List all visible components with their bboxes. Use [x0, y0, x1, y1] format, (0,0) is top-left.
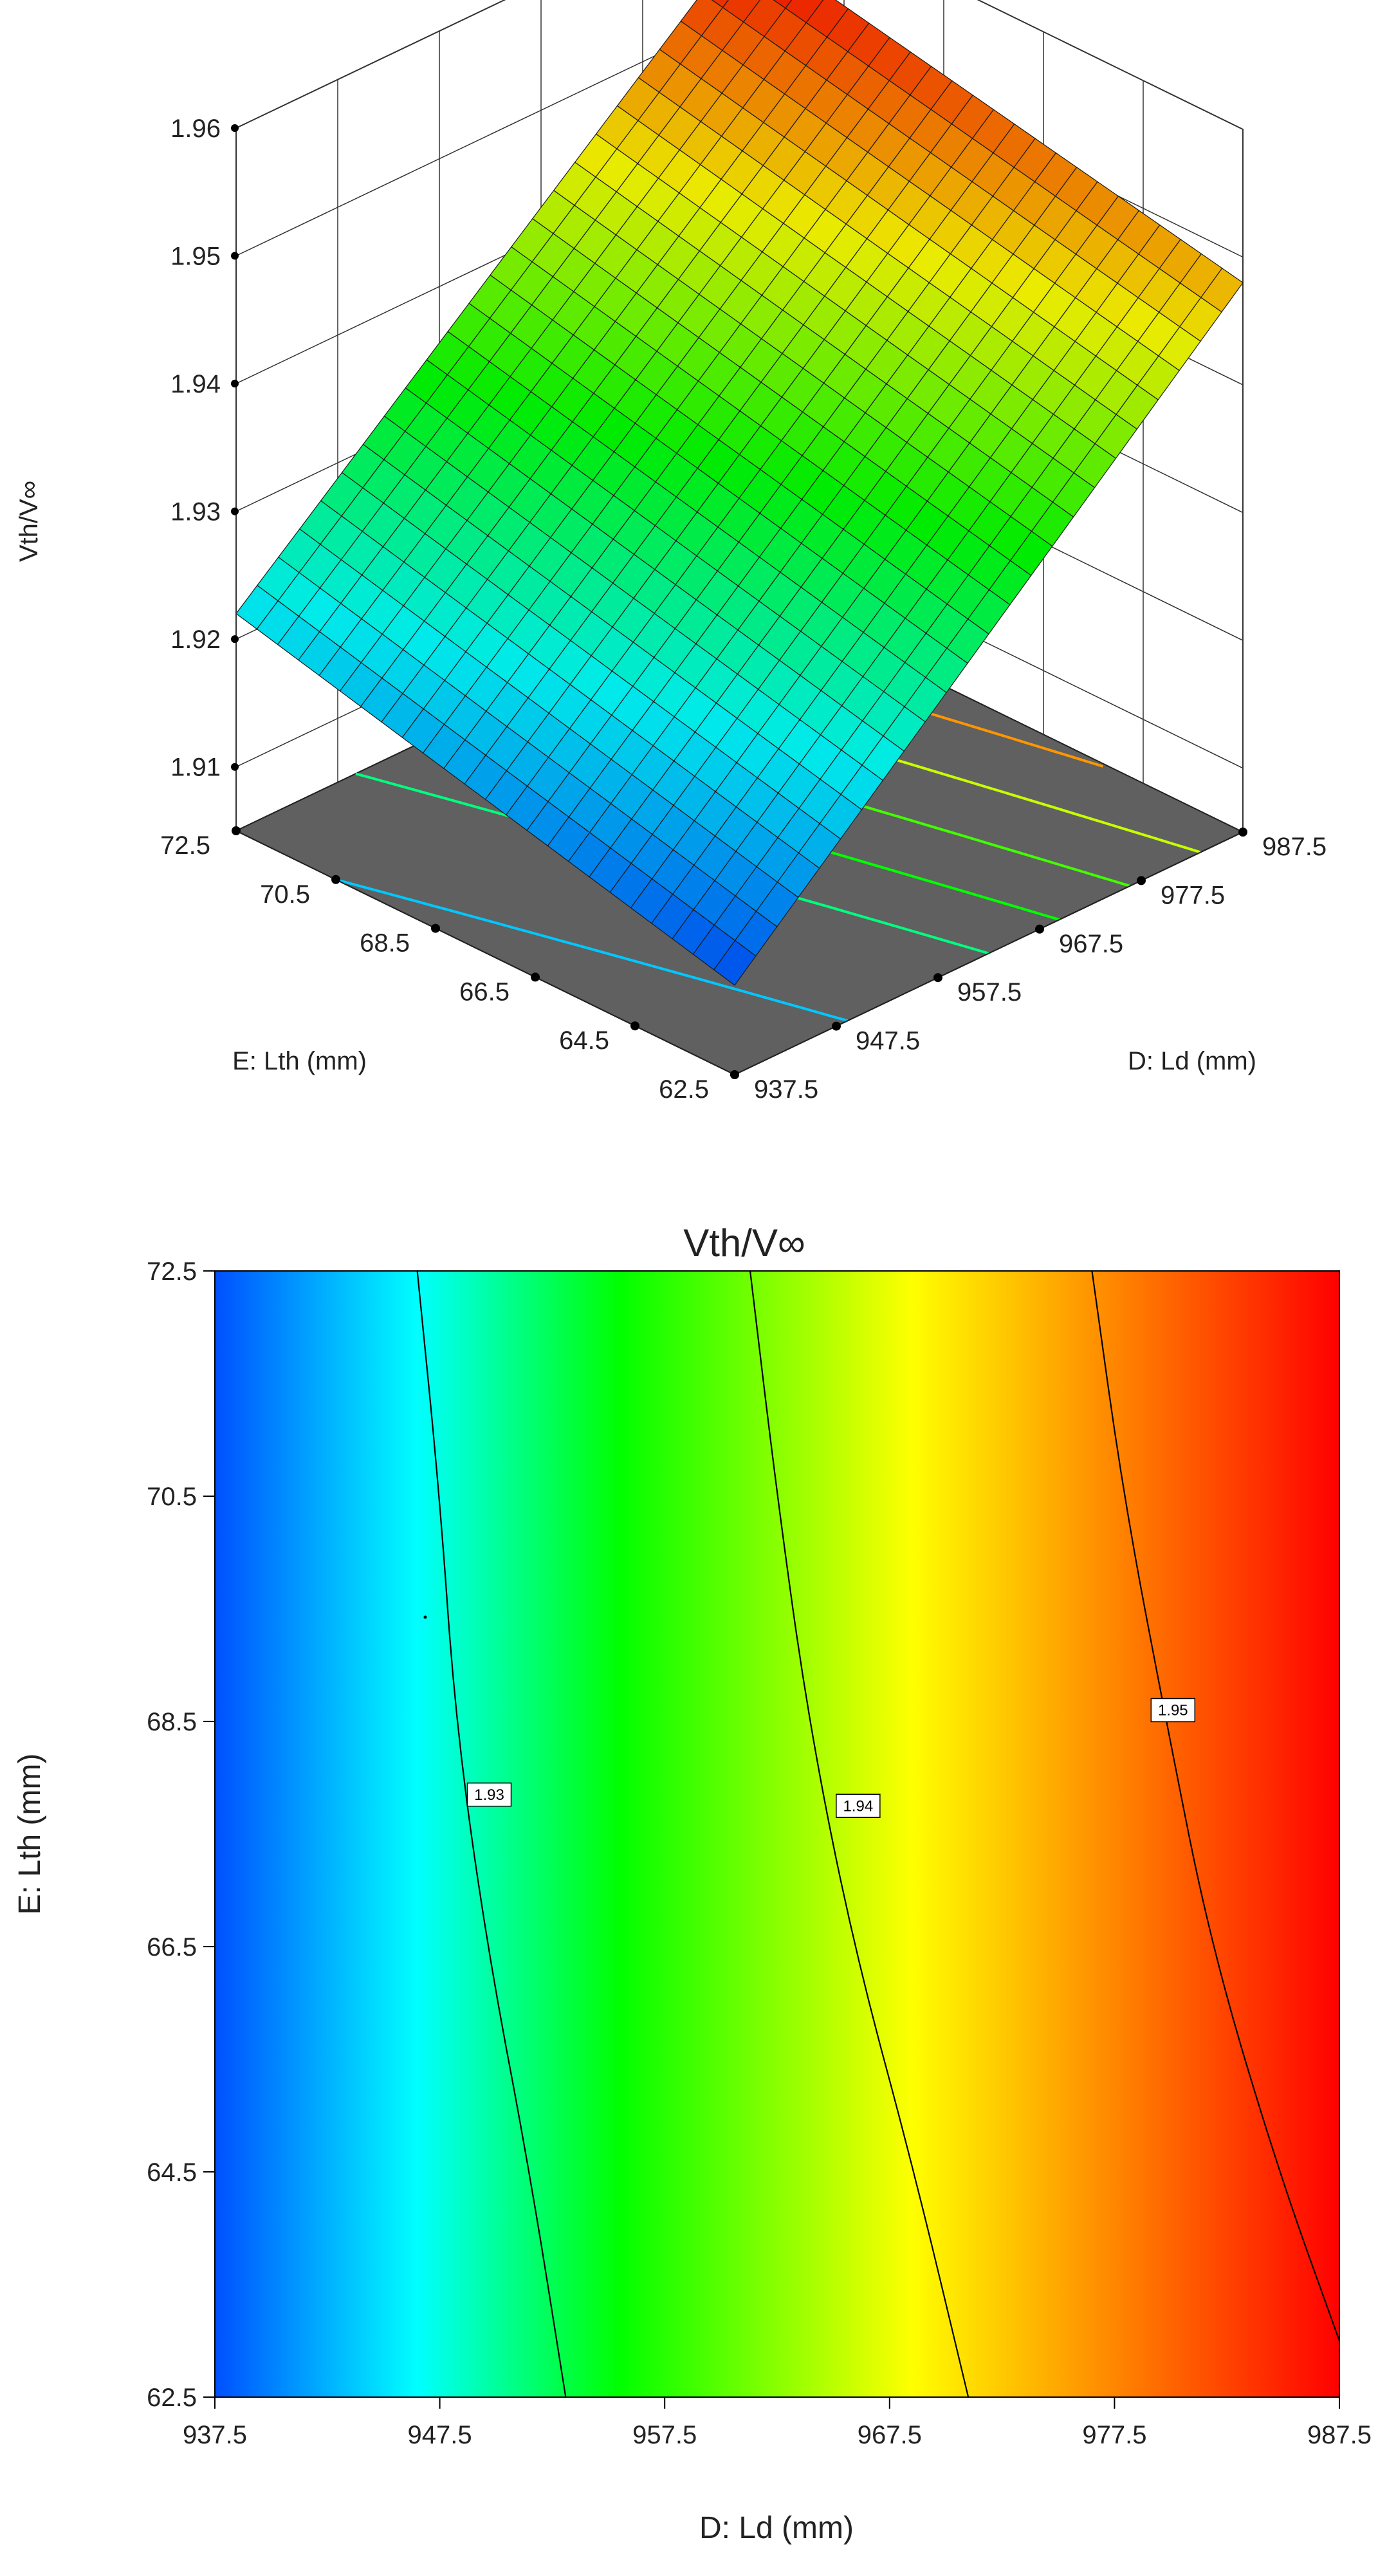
y-axis-line-3d — [235, 830, 735, 1075]
x-tick-label-3d: 967.5 — [1059, 930, 1123, 958]
x-tick-label-3d: 937.5 — [754, 1075, 818, 1104]
x-tick-label: 937.5 — [183, 2421, 247, 2449]
x-axis-label-3d: D: Ld (mm) — [1128, 1047, 1256, 1075]
y-tick-label-3d: 64.5 — [559, 1026, 609, 1055]
y-tick-label-3d: 62.5 — [659, 1075, 709, 1104]
contour-label-box — [836, 1793, 881, 1818]
y-tick-mark-3d — [630, 1021, 639, 1031]
z-axis-label: Vth/V∞ — [15, 481, 43, 562]
x-tick-mark-3d — [933, 973, 942, 983]
z-tick-label: 1.94 — [170, 370, 221, 398]
response-surface — [235, 0, 1244, 986]
z-tick-label: 1.92 — [170, 625, 221, 654]
x-tick-label: 947.5 — [408, 2421, 472, 2449]
contour-labels: 1.93 1.94 1.95 — [466, 1698, 1196, 1818]
surface-facet — [773, 0, 793, 9]
contour-line — [749, 1271, 969, 2397]
y-axis: 62.5 64.5 66.5 68.5 70.5 72.5 — [147, 1257, 215, 2412]
y-tick-mark-3d — [531, 972, 540, 982]
x-axis-line-3d — [734, 831, 1244, 1075]
x-tick-label: 957.5 — [632, 2421, 697, 2449]
x-tick-mark-3d — [1035, 924, 1044, 934]
y-axis-label: E: Lth (mm) — [13, 1754, 47, 1915]
contour-label-box — [1150, 1698, 1196, 1723]
floor-contour-line — [335, 878, 849, 1023]
y-tick-label: 66.5 — [147, 1933, 197, 1961]
y-tick-label: 64.5 — [147, 2158, 197, 2187]
z-tick-label: 1.96 — [170, 115, 221, 143]
contour-label: 1.94 — [843, 1797, 873, 1815]
surface-facet — [1200, 267, 1244, 313]
z-tick-label: 1.95 — [170, 243, 221, 271]
y-axis-3d: 62.5 64.5 66.5 68.5 70.5 72.5 — [160, 826, 739, 1104]
x-tick-label: 977.5 — [1082, 2421, 1146, 2449]
x-axis-label: D: Ld (mm) — [699, 2511, 854, 2545]
x-tick-label-3d: 977.5 — [1161, 881, 1225, 909]
z-tick-mark — [231, 507, 239, 515]
contour-fill — [215, 1271, 1339, 2397]
z-axis: 1.91 1.92 1.93 1.94 1.95 1.96 — [170, 115, 239, 831]
wall-gridline — [235, 0, 1244, 130]
x-axis: 937.5 947.5 957.5 967.5 977.5 987.5 — [183, 2397, 1372, 2449]
contour-line — [1091, 1271, 1339, 2341]
y-tick-label: 62.5 — [147, 2384, 197, 2412]
y-tick-label: 72.5 — [147, 1257, 197, 1286]
y-tick-mark-3d — [331, 875, 340, 884]
y-tick-mark-3d — [232, 826, 241, 835]
y-tick-mark-3d — [431, 923, 440, 933]
y-axis-label-3d: E: Lth (mm) — [232, 1047, 367, 1075]
y-tick-label-3d: 72.5 — [160, 831, 210, 860]
z-tick-mark — [231, 380, 239, 388]
y-tick-label: 68.5 — [147, 1708, 197, 1736]
y-tick-label-3d: 70.5 — [260, 880, 310, 909]
x-tick-mark-3d — [1137, 876, 1146, 885]
contour-lines — [416, 1271, 1339, 2397]
x-tick-mark-3d — [1238, 828, 1247, 837]
z-tick-mark — [231, 635, 239, 644]
x-tick-label: 967.5 — [858, 2421, 922, 2449]
x-tick-label-3d: 987.5 — [1262, 833, 1327, 861]
y-tick-label-3d: 68.5 — [360, 929, 410, 958]
surface-plot: 1.91 1.92 1.93 1.94 1.95 1.96 937.5 947.5 957.5… — [15, 0, 1327, 1104]
y-tick-label-3d: 66.5 — [459, 978, 510, 1006]
x-tick-label-3d: 947.5 — [856, 1027, 920, 1055]
y-tick-label: 70.5 — [147, 1483, 197, 1511]
z-tick-label: 1.93 — [170, 498, 221, 526]
y-tick-mark-3d — [730, 1070, 739, 1079]
z-tick-mark — [231, 763, 239, 771]
z-tick-mark — [231, 124, 239, 132]
z-tick-label: 1.91 — [170, 754, 221, 782]
x-tick-label-3d: 957.5 — [957, 978, 1022, 1006]
x-tick-label: 987.5 — [1307, 2421, 1372, 2449]
contour-label: 1.93 — [474, 1786, 504, 1804]
contour-label: 1.95 — [1158, 1702, 1188, 1719]
surface-facet — [711, 0, 729, 8]
x-axis-3d: 937.5 947.5 957.5 967.5 977.5 987.5 — [730, 828, 1327, 1104]
contour-label-box — [466, 1783, 512, 1807]
contour-line — [416, 1271, 567, 2397]
z-tick-mark — [231, 252, 239, 260]
x-tick-mark-3d — [832, 1021, 841, 1031]
marker-dot — [423, 1615, 427, 1619]
contour-plot: Vth/V∞ 1.93 1.94 1.95 937.5 947.5 957.5 967.5… — [13, 1221, 1372, 2545]
plot-frame — [214, 1270, 1340, 2398]
contour-title: Vth/V∞ — [683, 1221, 805, 1265]
